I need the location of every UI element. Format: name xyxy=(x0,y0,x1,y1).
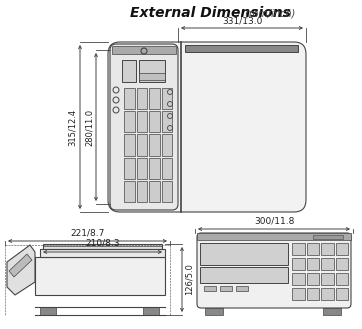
Bar xyxy=(236,286,248,291)
Bar xyxy=(43,244,162,249)
Text: 315/12.4: 315/12.4 xyxy=(68,109,77,145)
Bar xyxy=(313,235,343,239)
Bar xyxy=(124,135,135,156)
Bar xyxy=(336,288,348,300)
Bar xyxy=(321,243,333,255)
Polygon shape xyxy=(9,254,32,277)
Bar xyxy=(185,45,298,52)
Text: 126/5.0: 126/5.0 xyxy=(185,264,194,295)
Bar xyxy=(124,111,135,132)
Bar xyxy=(40,307,56,315)
Bar xyxy=(122,60,136,82)
Bar xyxy=(336,273,348,285)
Bar xyxy=(307,288,319,300)
Bar xyxy=(35,257,165,295)
Bar xyxy=(112,46,176,54)
Bar xyxy=(149,111,160,132)
Bar xyxy=(292,243,304,255)
Bar xyxy=(40,249,165,257)
Bar xyxy=(136,135,147,156)
Bar xyxy=(136,111,147,132)
Bar xyxy=(200,267,288,283)
Bar xyxy=(205,308,223,315)
Polygon shape xyxy=(7,245,35,295)
Text: 210/8.3: 210/8.3 xyxy=(85,239,120,248)
Bar xyxy=(124,88,135,109)
FancyBboxPatch shape xyxy=(110,44,178,210)
Bar xyxy=(200,243,288,265)
Bar xyxy=(161,158,172,179)
Bar xyxy=(161,111,172,132)
Bar xyxy=(336,258,348,270)
Text: External Dimensions: External Dimensions xyxy=(130,6,291,20)
Bar xyxy=(204,286,216,291)
Bar xyxy=(292,288,304,300)
Bar xyxy=(161,181,172,202)
Bar xyxy=(136,181,147,202)
Bar xyxy=(321,258,333,270)
Text: 280/11.0: 280/11.0 xyxy=(85,109,94,145)
Bar xyxy=(136,158,147,179)
FancyBboxPatch shape xyxy=(108,42,306,212)
Bar xyxy=(292,273,304,285)
Bar xyxy=(220,286,232,291)
Bar xyxy=(149,158,160,179)
Bar xyxy=(136,88,147,109)
Bar xyxy=(323,308,341,315)
Text: 300/11.8: 300/11.8 xyxy=(254,216,294,225)
Bar xyxy=(321,288,333,300)
Bar xyxy=(161,135,172,156)
Bar xyxy=(143,307,159,315)
Bar xyxy=(307,258,319,270)
Bar xyxy=(321,273,333,285)
Bar xyxy=(124,181,135,202)
Bar xyxy=(149,135,160,156)
FancyBboxPatch shape xyxy=(197,233,351,308)
Bar xyxy=(139,73,165,80)
Text: 221/8.7: 221/8.7 xyxy=(70,228,105,237)
Bar xyxy=(149,88,160,109)
Bar xyxy=(307,243,319,255)
Bar xyxy=(149,181,160,202)
Bar xyxy=(124,158,135,179)
Bar xyxy=(139,60,165,82)
Bar xyxy=(336,243,348,255)
Text: 331/13.0: 331/13.0 xyxy=(222,16,262,25)
Bar xyxy=(161,88,172,109)
Text: (mm/inch): (mm/inch) xyxy=(242,8,295,18)
Bar xyxy=(292,258,304,270)
Bar xyxy=(307,273,319,285)
Bar xyxy=(197,233,351,240)
